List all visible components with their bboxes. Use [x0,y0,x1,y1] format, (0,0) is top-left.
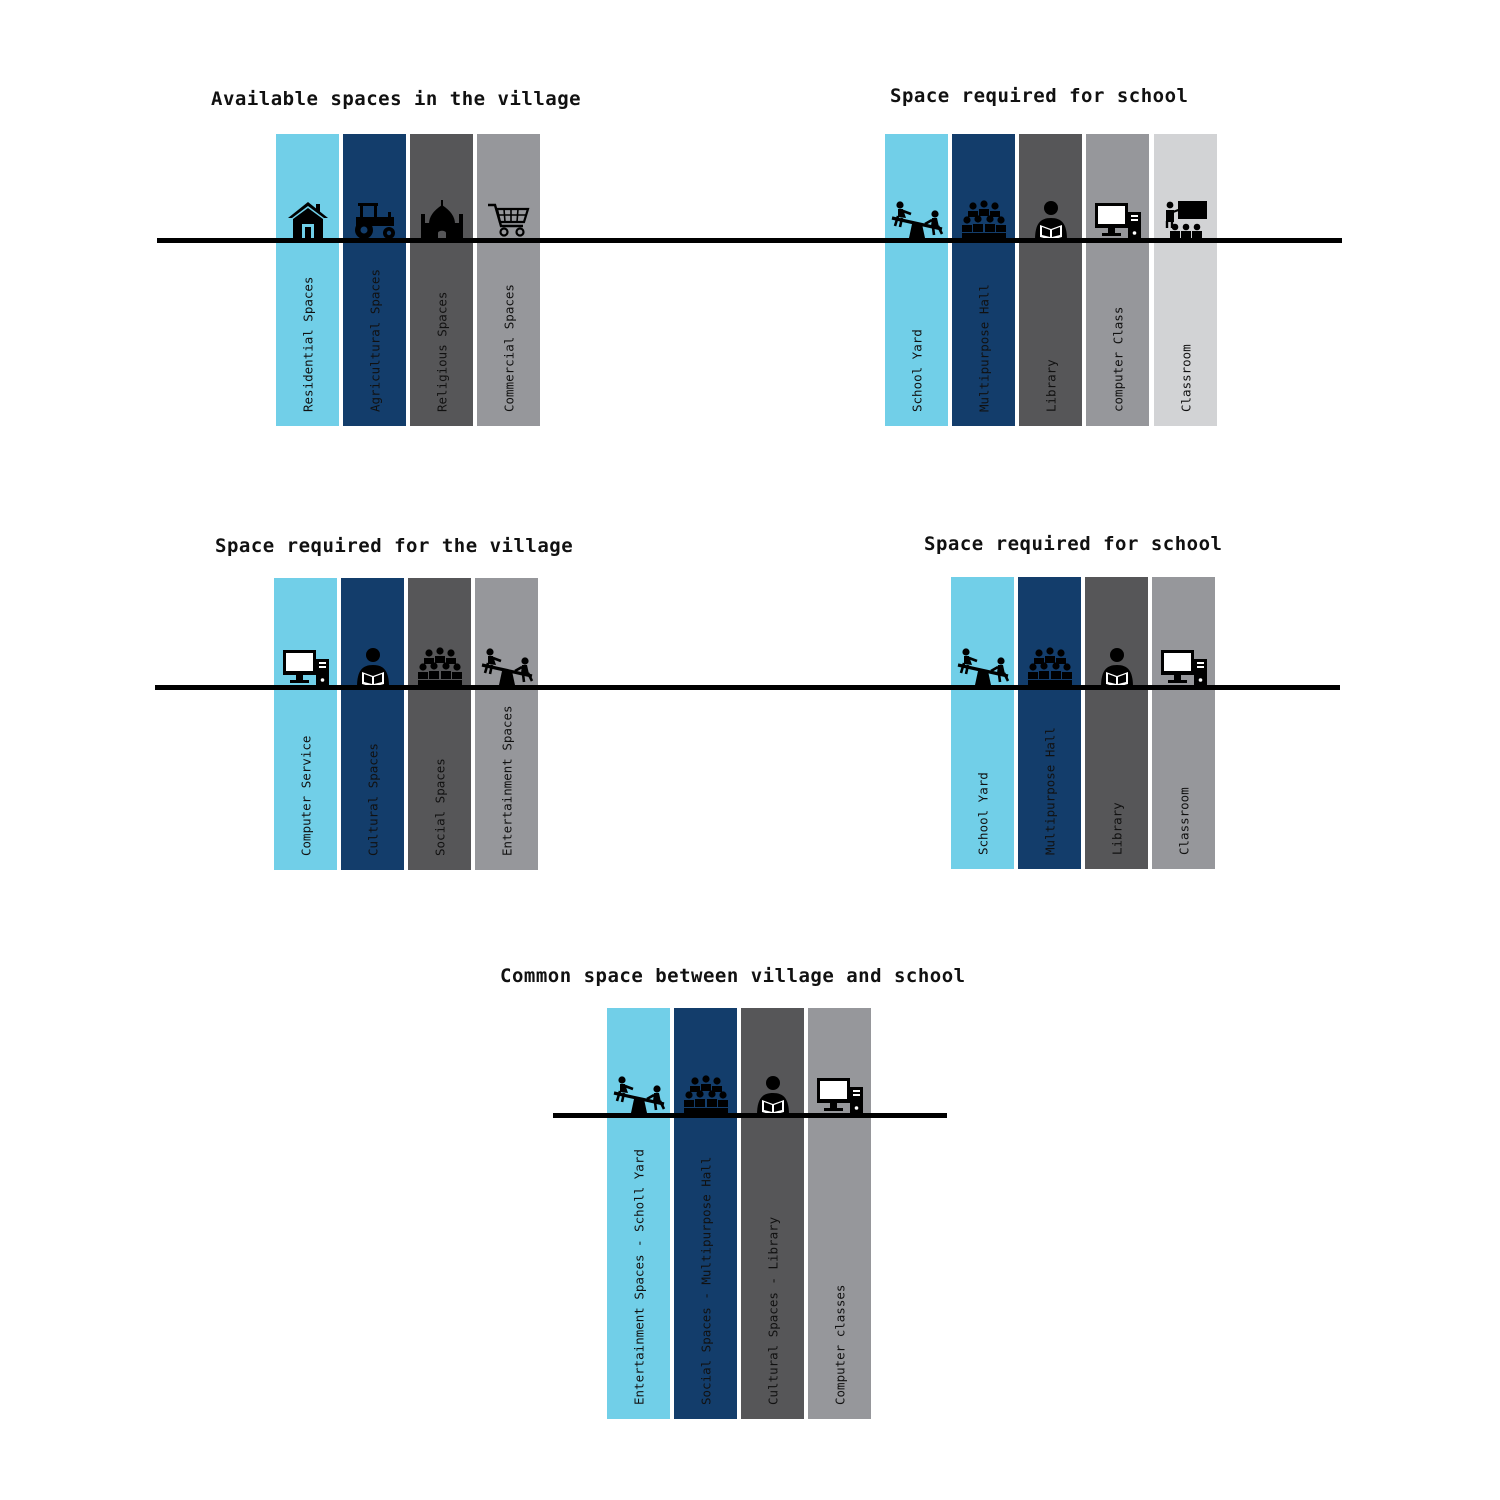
audience-icon [952,194,1015,240]
baseline-divider [155,685,1340,690]
column-label: School Yard [909,329,924,412]
seesaw-icon [475,641,538,687]
audience-icon [1018,641,1081,687]
space-column: Classroom [1154,134,1217,426]
seesaw-icon [951,641,1014,687]
house-icon [276,194,339,240]
space-column: Social Spaces [408,578,471,870]
computer-icon [1086,194,1149,240]
space-column: Agricultural Spaces [343,134,406,426]
column-label: Multipurpose Hall [976,284,991,412]
column-label: Cultural Spaces - Library [765,1216,780,1405]
tractor-icon [343,194,406,240]
column-label: Classroom [1178,344,1193,412]
space-column: Cultural Spaces [341,578,404,870]
column-label: Cultural Spaces [365,743,380,856]
column-label: Library [1043,359,1058,412]
baseline-divider [157,238,1342,243]
column-label: Residential Spaces [300,276,315,412]
group-title: Space required for school [924,533,1223,555]
space-column: Library [1085,577,1148,869]
group-title: Space required for school [890,85,1189,107]
column-label: Entertainment Spaces [499,705,514,856]
audience-icon [674,1069,737,1115]
baseline-divider [553,1113,947,1118]
space-column: Multipurpose Hall [952,134,1015,426]
space-column: Computer Service [274,578,337,870]
audience-icon [408,641,471,687]
space-column: Residential Spaces [276,134,339,426]
group-title: Available spaces in the village [211,88,582,110]
column-label: Library [1109,802,1124,855]
mosque-icon [410,194,473,240]
column-label: Classroom [1176,787,1191,855]
column-label: computer Class [1110,306,1125,412]
space-column: Religious Spaces [410,134,473,426]
shopping-cart-icon [477,194,540,240]
column-label: Multipurpose Hall [1042,727,1057,855]
column-label: Entertainment Spaces - Scholl Yard [631,1149,646,1405]
computer-icon [808,1069,871,1115]
space-column: Classroom [1152,577,1215,869]
seesaw-icon [885,194,948,240]
column-label: Social Spaces [432,758,447,856]
space-column: computer Class [1086,134,1149,426]
space-column: Commercial Spaces [477,134,540,426]
column-label: Computer Service [298,735,313,856]
column-label: Religious Spaces [434,291,449,412]
group-title: Space required for the village [215,535,574,557]
space-column: Social Spaces - Multipurpose Hall [674,1008,737,1419]
space-column: Computer classes [808,1008,871,1419]
computer-icon [1152,641,1215,687]
space-column: School Yard [951,577,1014,869]
column-label: Social Spaces - Multipurpose Hall [698,1156,713,1405]
reader-icon [341,641,404,687]
column-label: Commercial Spaces [501,284,516,412]
classroom-icon [1154,194,1217,240]
space-column: Multipurpose Hall [1018,577,1081,869]
column-label: Agricultural Spaces [367,269,382,412]
group-title: Common space between village and school [500,965,966,987]
column-label: School Yard [975,772,990,855]
seesaw-icon [607,1069,670,1115]
space-column: Entertainment Spaces [475,578,538,870]
column-label: Computer classes [832,1284,847,1405]
space-column: Cultural Spaces - Library [741,1008,804,1419]
space-column: School Yard [885,134,948,426]
reader-icon [1019,194,1082,240]
space-column: Library [1019,134,1082,426]
computer-icon [274,641,337,687]
reader-icon [741,1069,804,1115]
reader-icon [1085,641,1148,687]
space-column: Entertainment Spaces - Scholl Yard [607,1008,670,1419]
